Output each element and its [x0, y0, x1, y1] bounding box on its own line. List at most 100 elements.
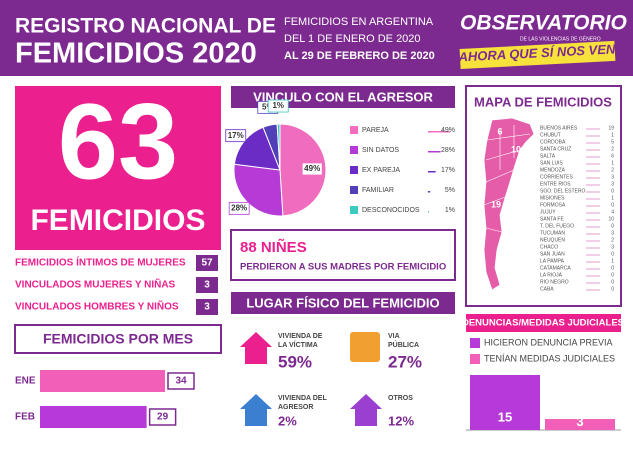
place-icon [350, 394, 382, 426]
province-name: SGO. DEL ESTERO [540, 188, 585, 194]
pie-slice [276, 123, 281, 171]
province-value: 1 [611, 258, 614, 264]
total-label: FEMICIDIOS [30, 204, 205, 237]
legend-value: 28% [441, 147, 455, 154]
pie-label: 1% [272, 101, 284, 110]
province-value: 1 [611, 132, 614, 138]
place-label: AGRESOR [278, 404, 313, 411]
legend-value: 49% [441, 127, 455, 134]
place-icon [240, 394, 272, 426]
place-label: VIVIENDA DEL [278, 395, 327, 402]
month-label: FEB [15, 412, 35, 423]
place-value: 2% [278, 413, 297, 428]
total-value: 63 [58, 81, 178, 202]
map-number: 6 [497, 126, 502, 136]
denuncia-value: 15 [498, 409, 512, 424]
subtitle-line2: DEL 1 DE ENERO DE 2020 [284, 33, 421, 45]
pie-label-box [228, 201, 250, 215]
subtitle-line3: AL 29 DE FEBRERO DE 2020 [284, 50, 435, 62]
tagline-box [459, 40, 616, 70]
place-value: 12% [388, 413, 414, 428]
legend-swatch [350, 146, 358, 154]
province-value: 2 [611, 146, 614, 152]
map-title: MAPA DE FEMICIDIOS [474, 94, 612, 109]
province-value: 0 [611, 188, 614, 194]
legend-bar [428, 131, 450, 133]
province-name: CORDOBA [540, 139, 566, 145]
subtitle-line1: FEMICIDIOS EN ARGENTINA [284, 16, 434, 28]
province-value: 4 [611, 209, 614, 215]
legend-swatch [350, 186, 358, 194]
province-value: 10 [608, 216, 614, 222]
province-value: 0 [611, 251, 614, 257]
pie-label: 49% [304, 164, 320, 173]
legend-label: SIN DATOS [362, 147, 399, 154]
pie-label-box [225, 129, 247, 143]
province-name: CHUBUT [540, 132, 561, 138]
province-value: 3 [611, 174, 614, 180]
place-icon [240, 332, 272, 364]
breakdown-badge [196, 277, 218, 293]
pie-label-box [301, 162, 323, 176]
province-value: 6 [611, 153, 614, 159]
month-badge [167, 372, 195, 390]
place-label: OTROS [388, 395, 413, 402]
title-line1: REGISTRO NACIONAL DE [15, 15, 276, 38]
month-value: 34 [175, 376, 187, 387]
total-box [15, 86, 221, 250]
map-number: 10 [511, 144, 521, 154]
province-name: FORMOSA [540, 202, 566, 208]
province-name: SAN LUIS [540, 160, 563, 166]
denuncia-bar [470, 375, 540, 430]
month-value: 29 [157, 412, 169, 423]
pie-label: 5% [262, 102, 274, 111]
legend-label: EX PAREJA [362, 167, 400, 174]
province-value: 2 [611, 237, 614, 243]
province-value: 1 [611, 195, 614, 201]
province-value: 3 [611, 230, 614, 236]
province-name: BUENOS AIRES [540, 125, 578, 131]
province-name: RIO NEGRO [540, 279, 569, 285]
breakdown-value: 57 [201, 258, 213, 269]
lugar-header [231, 292, 455, 314]
province-value: 19 [608, 125, 614, 131]
province-name: ENTRE RIOS [540, 181, 571, 187]
province-name: SALTA [540, 153, 556, 159]
denuncia-legend: TENÍAN MEDIDAS JUDICIALES [484, 353, 615, 363]
province-name: CHACO [540, 244, 558, 250]
province-value: 0 [611, 286, 614, 292]
breakdown-label: FEMICIDIOS ÍNTIMOS DE MUJERES [15, 256, 186, 269]
place-value: 27% [388, 352, 422, 371]
legend-bar [428, 151, 441, 153]
brand: OBSERVATORIO [460, 12, 627, 35]
province-name: CATAMARCA [540, 265, 571, 271]
legend-value: 1% [445, 207, 455, 214]
month-bar [40, 370, 165, 392]
legend-label: PAREJA [362, 127, 389, 134]
breakdown-value: 3 [204, 280, 210, 291]
legend-value: 5% [445, 187, 455, 194]
title-line2: FEMICIDIOS 2020 [15, 38, 257, 70]
brand-sub: DE LAS VIOLENCIAS DE GÉNERO [520, 35, 601, 42]
province-name: SANTA FE [540, 216, 564, 222]
province-value: 0 [611, 272, 614, 278]
province-value: 0 [611, 279, 614, 285]
place-value: 59% [278, 352, 312, 371]
map-shape [483, 117, 535, 291]
vinculo-title: VINCULO CON EL AGRESOR [253, 89, 433, 104]
province-name: SAN JUAN [540, 251, 565, 257]
province-name: NEUQUEN [540, 237, 565, 243]
denuncia-value: 3 [576, 414, 583, 429]
province-value: 3 [611, 244, 614, 250]
place-icon [350, 332, 380, 362]
legend-swatch [350, 126, 358, 134]
month-label: ENE [15, 376, 36, 387]
province-name: LA PAMPA [540, 258, 565, 264]
place-label: VIA [388, 333, 400, 340]
province-name: TUCUMAN [540, 230, 565, 236]
legend-swatch [350, 166, 358, 174]
province-value: 0 [611, 223, 614, 229]
month-bar [40, 406, 147, 428]
legend-label: DESCONOCIDOS [362, 207, 420, 214]
